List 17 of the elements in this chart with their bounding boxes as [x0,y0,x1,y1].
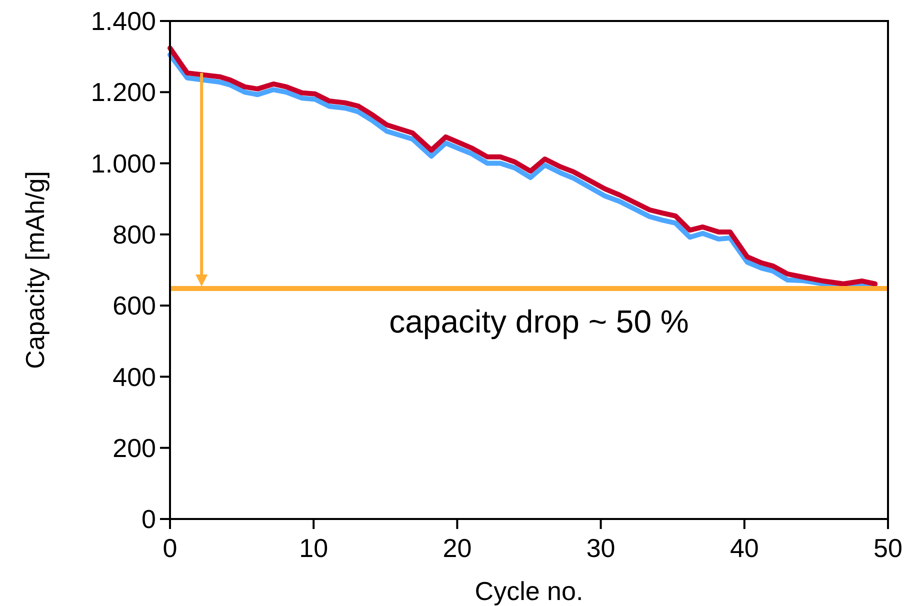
x-tick-label: 50 [874,533,902,563]
y-tick-label: 200 [112,432,156,463]
annotation: capacity drop ~ 50 % [389,303,689,340]
y-tick-label: 1.400 [90,6,156,36]
x-axis-title: Cycle no. [474,576,584,606]
y-tick-label: 0 [142,504,156,534]
y-tick-label: 600 [112,290,156,321]
x-tick-label: 20 [442,533,472,563]
x-tick-label: 0 [162,533,178,563]
y-axis-title: Capacity [mAh/g] [20,171,50,369]
x-tick-label: 30 [586,533,616,563]
y-tick-label: 800 [112,220,156,250]
y-tick-label: 1.000 [90,148,156,178]
y-tick-label: 400 [112,362,156,392]
x-tick-label: 40 [730,533,759,563]
x-tick-label: 10 [299,533,328,563]
y-tick-label: 1.200 [90,77,156,108]
